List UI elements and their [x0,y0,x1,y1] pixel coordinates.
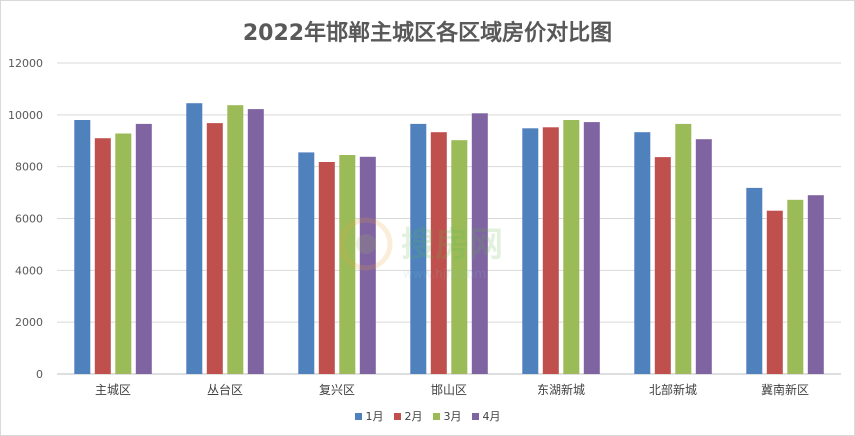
legend-swatch [354,412,362,420]
bar [451,140,468,374]
bar [522,128,539,374]
legend-item: 4月 [471,408,501,424]
x-tick-label: 北部新城 [649,382,697,397]
x-tick-label: 邯山区 [431,382,467,397]
legend-label: 4月 [482,410,501,423]
gridlines [57,62,841,375]
legend-label: 2月 [404,410,423,423]
bar [695,139,712,374]
bar [206,123,223,374]
chart-title: 2022年邯郸主城区各区域房价对比图 [242,21,613,46]
bar [227,105,244,374]
bar [807,195,824,374]
x-tick-label: 丛台区 [207,382,243,397]
bar [94,138,111,374]
bar [359,156,376,374]
bar [766,210,783,374]
bar [339,155,356,374]
y-tick-label: 10000 [8,109,43,122]
bar [74,120,91,374]
bar [186,103,203,374]
bar [675,123,692,375]
bar [410,123,427,375]
bar [563,120,580,374]
x-tick-label: 冀南新区 [761,382,809,397]
legend-item: 2月 [393,408,423,424]
x-tick-label: 主城区 [95,383,131,397]
bar [318,162,335,374]
y-tick-label: 12000 [8,57,43,70]
bar [654,157,671,374]
y-tick-label: 2000 [15,316,43,329]
bars [74,103,824,375]
legend-swatch [471,412,479,420]
bar [471,113,488,375]
x-axis-ticks: 主城区 丛台区 复兴区 邯山区 东湖新城 北部新城 冀南新区 [95,382,809,397]
legend-label: 1月 [365,410,384,423]
bar [746,187,763,374]
bar [247,109,264,374]
bar [135,123,152,375]
bar [430,132,447,374]
legend-swatch [393,412,401,420]
y-tick-label: 4000 [15,264,43,277]
y-axis-ticks: 0 2000 4000 6000 8000 10000 12000 [8,57,43,381]
legend-label: 3月 [443,410,462,423]
bar [787,199,804,374]
chart-legend: 1月 2月 3月 4月 [1,408,854,424]
bar [634,132,651,374]
bar [298,152,315,374]
bar [583,122,600,374]
y-tick-label: 8000 [15,161,43,174]
x-tick-label: 复兴区 [319,383,355,397]
legend-swatch [432,412,440,420]
x-tick-label: 东湖新城 [537,382,585,397]
y-tick-label: 0 [36,368,43,381]
legend-item: 3月 [432,408,462,424]
legend-item: 1月 [354,408,384,424]
bar [542,127,559,374]
bar [115,133,132,374]
y-tick-label: 6000 [15,213,43,226]
